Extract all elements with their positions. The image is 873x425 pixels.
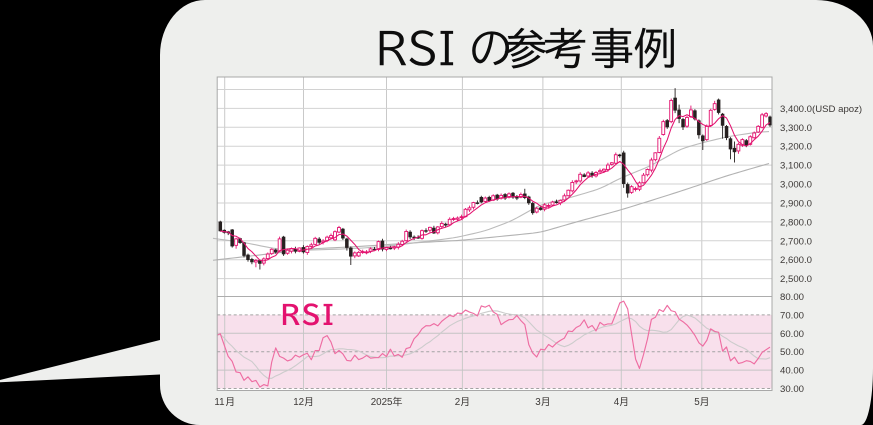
svg-text:2: 2 <box>455 397 460 408</box>
svg-text:2,500.0: 2,500.0 <box>780 274 812 285</box>
svg-text:5: 5 <box>694 397 700 408</box>
svg-text:70.00: 70.00 <box>780 310 804 321</box>
svg-text:3: 3 <box>535 397 541 408</box>
svg-text:12: 12 <box>293 397 304 408</box>
svg-text:2025: 2025 <box>371 397 393 408</box>
svg-text:80.00: 80.00 <box>780 292 804 303</box>
svg-text:60.00: 60.00 <box>780 329 804 340</box>
svg-text:4: 4 <box>614 397 620 408</box>
svg-text:11: 11 <box>214 397 224 408</box>
svg-text:30.00: 30.00 <box>780 384 804 395</box>
svg-text:2,800.0: 2,800.0 <box>780 217 812 228</box>
svg-text:3,100.0: 3,100.0 <box>780 161 812 172</box>
svg-text:2,600.0: 2,600.0 <box>780 255 812 266</box>
svg-text:3,300.0: 3,300.0 <box>780 123 812 134</box>
svg-text:3,000.0: 3,000.0 <box>780 180 812 191</box>
svg-text:2,700.0: 2,700.0 <box>780 236 812 247</box>
svg-text:3,200.0: 3,200.0 <box>780 142 812 153</box>
svg-text:3,400.0(USD apoz): 3,400.0(USD apoz) <box>780 104 862 115</box>
svg-text:2,900.0: 2,900.0 <box>780 198 812 209</box>
svg-text:40.00: 40.00 <box>780 366 804 377</box>
svg-text:50.00: 50.00 <box>780 347 804 358</box>
